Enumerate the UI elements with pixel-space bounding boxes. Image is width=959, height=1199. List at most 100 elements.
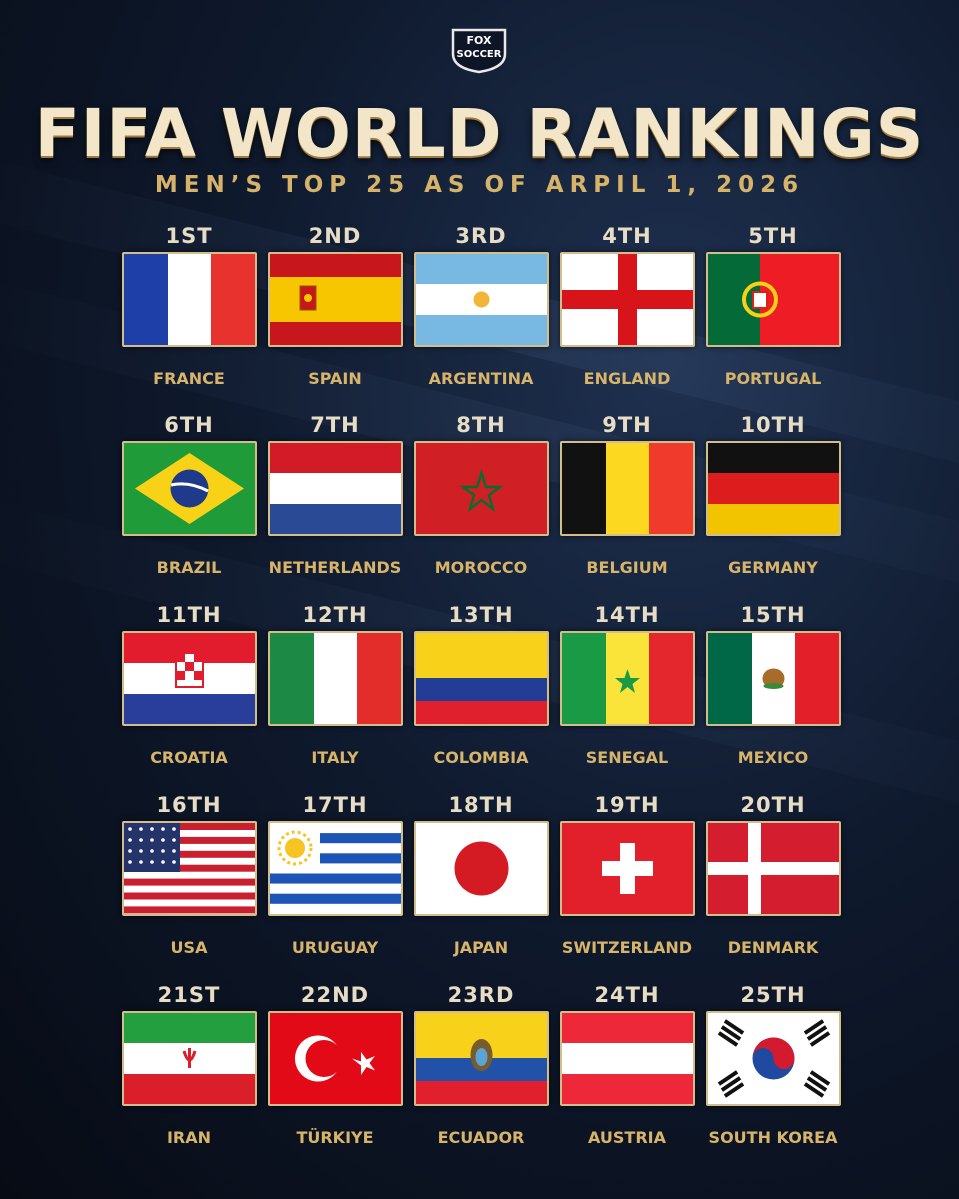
ranking-card: 16TH USA bbox=[114, 793, 264, 957]
ranking-card: 10TH GERMANY bbox=[698, 413, 848, 577]
rank-label: 1ST bbox=[165, 224, 213, 248]
country-name: SOUTH KOREA bbox=[708, 1128, 838, 1147]
austria-flag-icon bbox=[559, 1011, 695, 1106]
portugal-flag-icon bbox=[705, 252, 841, 347]
senegal-flag-icon bbox=[559, 631, 695, 726]
ranking-card: 1ST FRANCE bbox=[114, 224, 264, 388]
rank-label: 21ST bbox=[157, 983, 221, 1007]
ranking-card: 19TH SWITZERLAND bbox=[552, 793, 702, 957]
germany-flag-icon bbox=[705, 441, 841, 536]
logo-line2: SOCCER bbox=[457, 49, 502, 60]
ranking-card: 25TH SOUTH KOREA bbox=[698, 983, 848, 1147]
rank-label: 5TH bbox=[748, 224, 798, 248]
fox-soccer-logo: FOX SOCCER bbox=[451, 28, 507, 74]
country-name: CROATIA bbox=[150, 748, 228, 767]
rank-label: 22ND bbox=[300, 983, 370, 1007]
denmark-flag-icon bbox=[705, 821, 841, 916]
croatia-flag-icon bbox=[121, 631, 257, 726]
rank-label: 3RD bbox=[455, 224, 507, 248]
rank-label: 14TH bbox=[594, 603, 660, 627]
country-name: SPAIN bbox=[308, 369, 362, 388]
country-name: ECUADOR bbox=[437, 1128, 525, 1147]
usa-flag-icon bbox=[121, 821, 257, 916]
country-name: FRANCE bbox=[153, 369, 225, 388]
ranking-card: 20TH DENMARK bbox=[698, 793, 848, 957]
rank-label: 19TH bbox=[594, 793, 660, 817]
rank-label: 24TH bbox=[594, 983, 660, 1007]
ranking-card: 5TH PORTUGAL bbox=[698, 224, 848, 388]
page-subtitle: MEN’S TOP 25 AS OF ARPIL 1, 2026 bbox=[154, 172, 805, 198]
logo-line1: FOX bbox=[467, 34, 492, 47]
ranking-card: 4TH ENGLAND bbox=[552, 224, 702, 388]
country-name: SENEGAL bbox=[585, 748, 669, 767]
rank-label: 18TH bbox=[448, 793, 514, 817]
rank-label: 7TH bbox=[310, 413, 360, 437]
rank-label: 10TH bbox=[740, 413, 806, 437]
uruguay-flag-icon bbox=[267, 821, 403, 916]
france-flag-icon bbox=[121, 252, 257, 347]
ranking-card: 17TH URUGUAY bbox=[260, 793, 410, 957]
rank-label: 25TH bbox=[740, 983, 806, 1007]
country-name: MEXICO bbox=[737, 748, 809, 767]
ranking-card: 12TH ITALY bbox=[260, 603, 410, 767]
ranking-card: 6TH BRAZIL bbox=[114, 413, 264, 577]
turkiye-flag-icon bbox=[267, 1011, 403, 1106]
ranking-card: 22ND TÜRKIYE bbox=[260, 983, 410, 1147]
country-name: BRAZIL bbox=[156, 558, 222, 577]
ecuador-flag-icon bbox=[413, 1011, 549, 1106]
brazil-flag-icon bbox=[121, 441, 257, 536]
ranking-card: 9TH BELGIUM bbox=[552, 413, 702, 577]
country-name: GERMANY bbox=[728, 558, 818, 577]
ranking-card: 24TH AUSTRIA bbox=[552, 983, 702, 1147]
country-name: ENGLAND bbox=[583, 369, 671, 388]
rank-label: 2ND bbox=[308, 224, 362, 248]
belgium-flag-icon bbox=[559, 441, 695, 536]
japan-flag-icon bbox=[413, 821, 549, 916]
rank-label: 17TH bbox=[302, 793, 368, 817]
mexico-flag-icon bbox=[705, 631, 841, 726]
italy-flag-icon bbox=[267, 631, 403, 726]
country-name: PORTUGAL bbox=[724, 369, 822, 388]
ranking-card: 21ST IRAN bbox=[114, 983, 264, 1147]
country-name: ARGENTINA bbox=[428, 369, 534, 388]
rank-label: 20TH bbox=[740, 793, 806, 817]
country-name: AUSTRIA bbox=[588, 1128, 666, 1147]
colombia-flag-icon bbox=[413, 631, 549, 726]
rank-label: 6TH bbox=[164, 413, 214, 437]
country-name: NETHERLANDS bbox=[268, 558, 402, 577]
ranking-card: 23RD ECUADOR bbox=[406, 983, 556, 1147]
country-name: TÜRKIYE bbox=[296, 1128, 374, 1147]
switzerland-flag-icon bbox=[559, 821, 695, 916]
ranking-card: 8TH MOROCCO bbox=[406, 413, 556, 577]
country-name: ITALY bbox=[311, 748, 359, 767]
country-name: URUGUAY bbox=[291, 938, 379, 957]
country-name: SWITZERLAND bbox=[561, 938, 693, 957]
spain-flag-icon bbox=[267, 252, 403, 347]
page-title: FIFA WORLD RANKINGS bbox=[34, 95, 925, 172]
iran-flag-icon bbox=[121, 1011, 257, 1106]
ranking-card: 7TH NETHERLANDS bbox=[260, 413, 410, 577]
rank-label: 11TH bbox=[156, 603, 222, 627]
ranking-card: 15TH MEXICO bbox=[698, 603, 848, 767]
morocco-flag-icon bbox=[413, 441, 549, 536]
ranking-card: 14TH SENEGAL bbox=[552, 603, 702, 767]
rank-label: 4TH bbox=[602, 224, 652, 248]
rank-label: 9TH bbox=[602, 413, 652, 437]
argentina-flag-icon bbox=[413, 252, 549, 347]
england-flag-icon bbox=[559, 252, 695, 347]
rank-label: 23RD bbox=[447, 983, 515, 1007]
country-name: COLOMBIA bbox=[433, 748, 529, 767]
country-name: IRAN bbox=[166, 1128, 212, 1147]
south-korea-flag-icon bbox=[705, 1011, 841, 1106]
rank-label: 12TH bbox=[302, 603, 368, 627]
netherlands-flag-icon bbox=[267, 441, 403, 536]
rank-label: 13TH bbox=[448, 603, 514, 627]
rank-label: 15TH bbox=[740, 603, 806, 627]
rank-label: 16TH bbox=[156, 793, 222, 817]
country-name: MOROCCO bbox=[434, 558, 528, 577]
country-name: USA bbox=[170, 938, 208, 957]
ranking-card: 18TH JAPAN bbox=[406, 793, 556, 957]
ranking-card: 13TH COLOMBIA bbox=[406, 603, 556, 767]
ranking-card: 2ND SPAIN bbox=[260, 224, 410, 388]
country-name: JAPAN bbox=[453, 938, 509, 957]
